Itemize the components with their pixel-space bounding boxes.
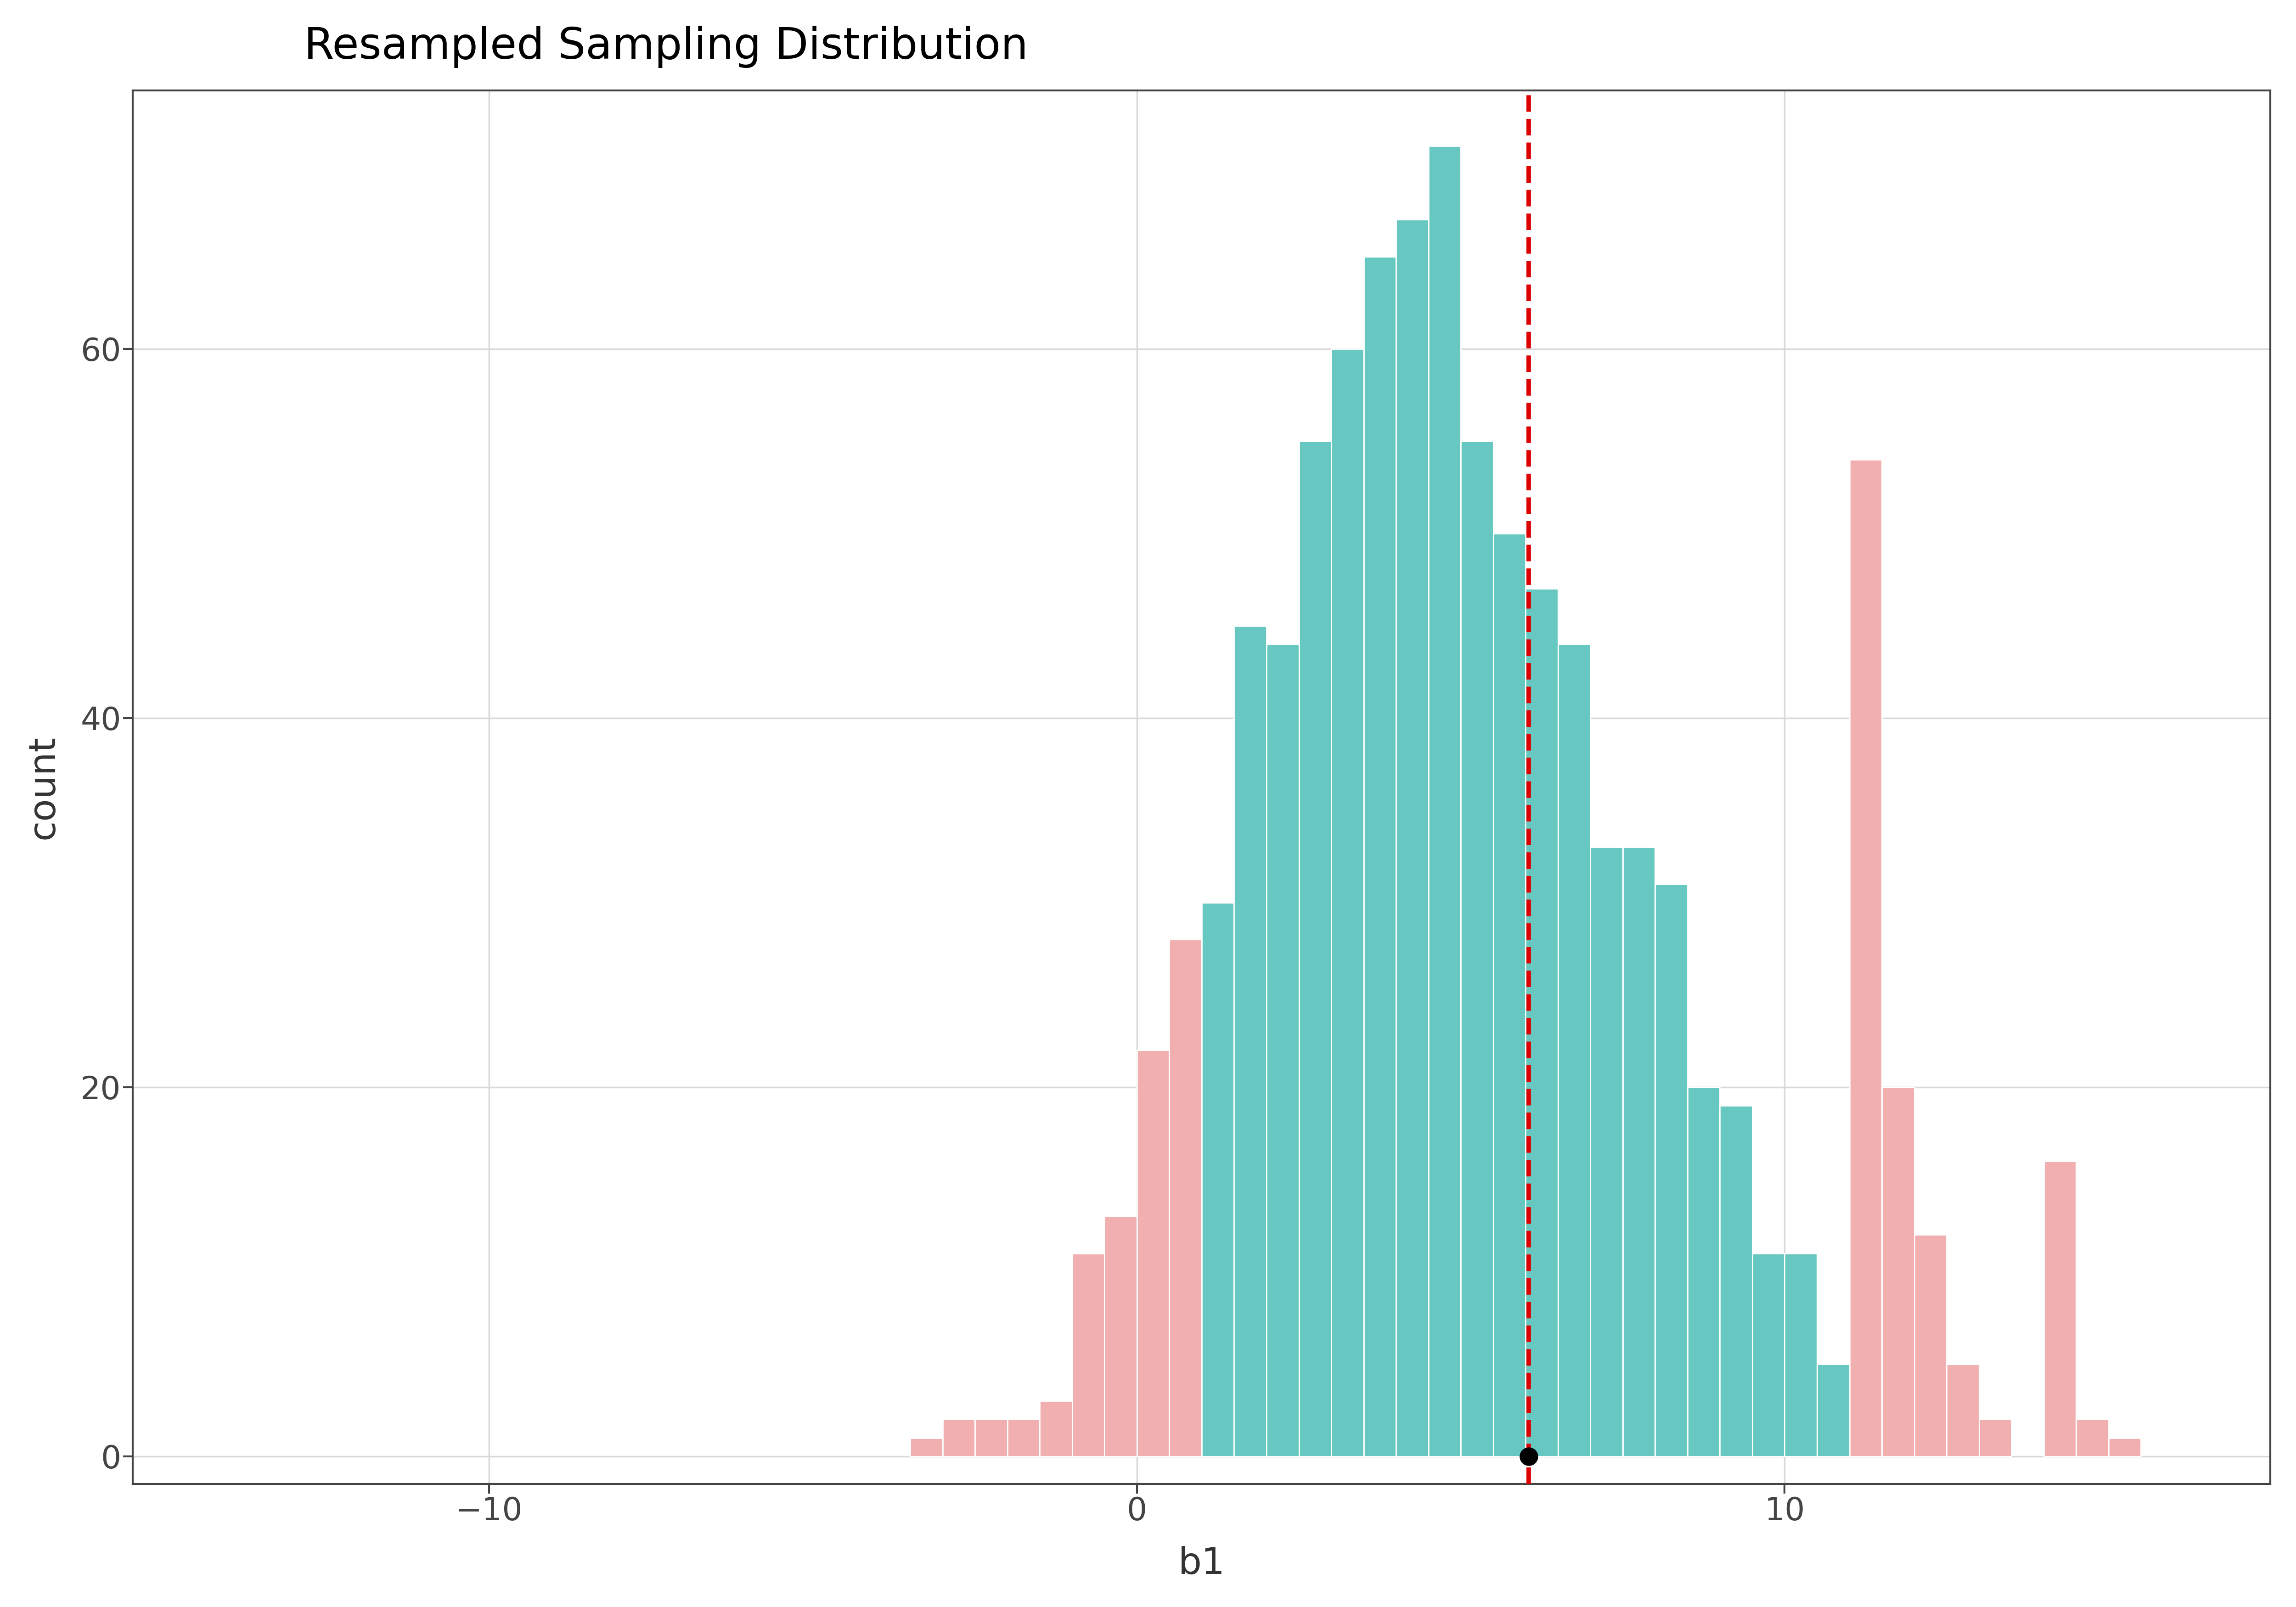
Bar (976, 1419, 1008, 1456)
Bar (1688, 1088, 1720, 1456)
Bar (909, 1438, 944, 1456)
Text: Resampled Sampling Distribution: Resampled Sampling Distribution (303, 26, 1029, 67)
Bar (1492, 534, 1525, 1456)
Bar (1104, 1216, 1137, 1456)
Bar (1851, 460, 1883, 1456)
Bar (1460, 442, 1492, 1456)
Bar (1332, 349, 1364, 1456)
Bar (1300, 442, 1332, 1456)
Bar (2043, 1160, 2076, 1456)
Bar (1784, 1253, 1816, 1456)
Bar (1816, 1364, 1851, 1456)
Bar (1137, 1051, 1169, 1456)
Bar (2076, 1419, 2108, 1456)
Bar (1720, 1106, 1752, 1456)
Bar (1267, 644, 1300, 1456)
Bar (1623, 847, 1655, 1456)
Bar (1525, 588, 1559, 1456)
Bar (1040, 1401, 1072, 1456)
Bar (1979, 1419, 2011, 1456)
Bar (1233, 625, 1267, 1456)
Bar (944, 1419, 976, 1456)
Y-axis label: count: count (25, 734, 62, 839)
Bar (1428, 146, 1460, 1456)
Bar (1915, 1234, 1947, 1456)
X-axis label: b1: b1 (1178, 1546, 1226, 1581)
Bar (1947, 1364, 1979, 1456)
Bar (1559, 644, 1591, 1456)
Bar (1591, 847, 1623, 1456)
Bar (2108, 1438, 2140, 1456)
Bar (1396, 220, 1428, 1456)
Bar (1201, 903, 1233, 1456)
Bar (1169, 940, 1201, 1456)
Bar (1072, 1253, 1104, 1456)
Bar (1655, 884, 1688, 1456)
Bar (1364, 257, 1396, 1456)
Bar (1008, 1419, 1040, 1456)
Bar (1883, 1088, 1915, 1456)
Bar (1752, 1253, 1784, 1456)
